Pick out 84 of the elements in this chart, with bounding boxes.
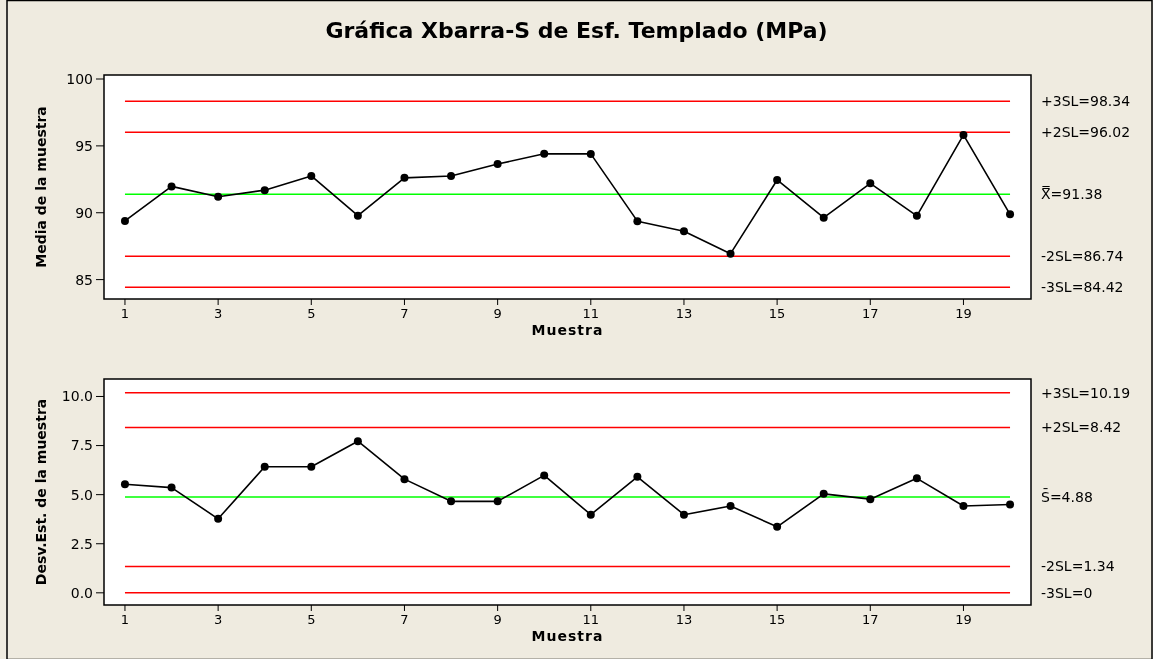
ref-line-label: -2SL=1.34 xyxy=(1041,558,1115,575)
point xyxy=(167,182,176,191)
ref-line-label: X̿=91.38 xyxy=(1041,185,1103,203)
y-tick-label: 7.5 xyxy=(70,437,93,454)
y-axis-title: Media de la muestra xyxy=(33,106,49,268)
ref-line-label: +3SL=98.34 xyxy=(1041,93,1131,110)
y-tick-label: 5.0 xyxy=(70,486,93,503)
point xyxy=(400,173,409,182)
point xyxy=(120,480,129,489)
point xyxy=(586,149,595,158)
point xyxy=(773,175,782,184)
point xyxy=(400,475,409,484)
point xyxy=(540,471,549,480)
x-tick-label: 11 xyxy=(582,306,600,321)
point xyxy=(726,502,735,511)
x-tick-label: 1 xyxy=(120,306,130,321)
x-tick-label: 5 xyxy=(307,306,316,321)
x-tick-label: 3 xyxy=(213,306,223,321)
x-tick-label: 13 xyxy=(675,306,693,321)
point xyxy=(819,213,828,222)
ref-line-label: -3SL=84.42 xyxy=(1041,279,1124,296)
y-tick-label: 0.0 xyxy=(70,584,93,601)
point xyxy=(447,171,456,180)
x-tick-label: 17 xyxy=(862,612,879,627)
x-tick-label: 9 xyxy=(493,612,502,627)
point xyxy=(167,483,176,492)
point xyxy=(726,249,735,258)
x-tick-label: 13 xyxy=(675,612,693,627)
x-axis-title: Muestra xyxy=(531,322,604,338)
ref-line-label: +2SL=8.42 xyxy=(1041,419,1122,436)
ref-line-label: -2SL=86.74 xyxy=(1041,248,1124,265)
point xyxy=(633,472,642,481)
y-tick-label: 2.5 xyxy=(70,535,93,552)
x-tick-label: 1 xyxy=(120,612,130,627)
x-tick-label: 11 xyxy=(582,612,600,627)
point xyxy=(819,489,828,498)
y-tick-label: 85 xyxy=(75,271,93,288)
x-tick-label: 15 xyxy=(768,306,786,321)
point xyxy=(1006,500,1015,509)
chart-title: Gráfica Xbarra-S de Esf. Templado (MPa) xyxy=(325,18,828,43)
point xyxy=(912,211,921,220)
point xyxy=(493,497,502,506)
x-tick-label: 7 xyxy=(400,612,409,627)
x-tick-label: 3 xyxy=(213,612,223,627)
x-tick-label: 17 xyxy=(862,306,879,321)
point xyxy=(959,502,968,511)
point xyxy=(353,437,362,446)
point xyxy=(120,216,129,225)
point xyxy=(773,522,782,531)
point xyxy=(307,171,316,180)
point xyxy=(447,497,456,506)
ref-line-label: S̄=4.88 xyxy=(1041,488,1093,505)
x-tick-label: 19 xyxy=(955,612,972,627)
x-axis-title: Muestra xyxy=(531,628,604,644)
point xyxy=(679,510,688,519)
x-tick-label: 5 xyxy=(307,612,316,627)
x-tick-label: 15 xyxy=(768,612,786,627)
y-axis-title: Desv.Est. de la muestra xyxy=(33,398,49,586)
ref-line-label: +2SL=96.02 xyxy=(1041,124,1131,141)
x-tick-label: 7 xyxy=(400,306,409,321)
point xyxy=(866,179,875,188)
y-tick-label: 90 xyxy=(75,204,93,221)
y-tick-label: 100 xyxy=(66,70,93,87)
x-tick-label: 9 xyxy=(493,306,502,321)
point xyxy=(633,217,642,226)
x-tick-label: 19 xyxy=(955,306,972,321)
point xyxy=(214,514,223,523)
point xyxy=(1006,210,1015,219)
point xyxy=(353,211,362,220)
y-tick-label: 95 xyxy=(75,137,93,154)
point xyxy=(260,462,269,471)
point xyxy=(959,130,968,139)
point xyxy=(540,149,549,158)
point xyxy=(866,495,875,504)
ref-line-label: +3SL=10.19 xyxy=(1041,384,1131,401)
y-tick-label: 10.0 xyxy=(61,388,93,405)
ref-line-label: -3SL=0 xyxy=(1041,584,1093,601)
point xyxy=(260,186,269,195)
point xyxy=(912,474,921,483)
point xyxy=(679,227,688,236)
point xyxy=(586,510,595,519)
point xyxy=(214,192,223,201)
point xyxy=(307,462,316,471)
point xyxy=(493,160,502,169)
